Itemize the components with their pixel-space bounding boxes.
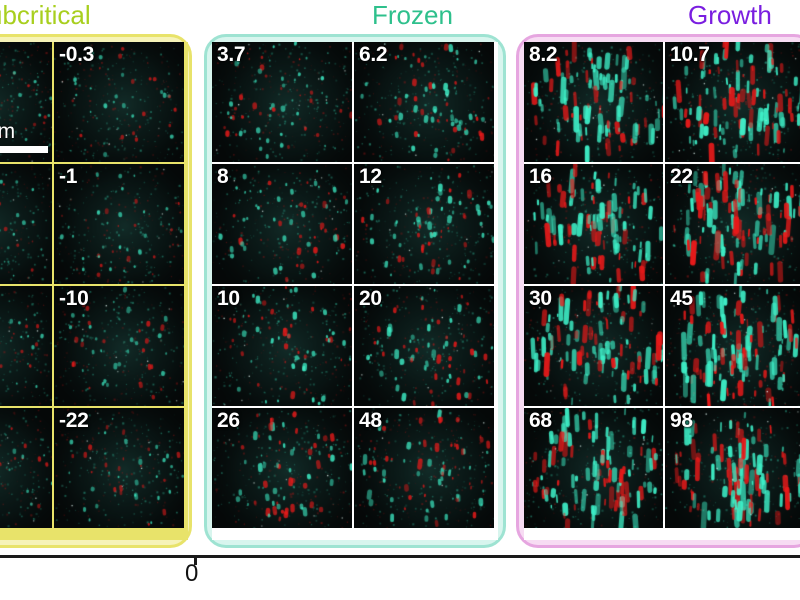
panel-grid-growth: 8.2 10.7 16 22 30 45 68 98	[524, 42, 800, 540]
axis-tick-zero	[194, 556, 197, 565]
micrograph-image	[212, 42, 352, 162]
micrograph-image	[0, 408, 52, 528]
micrograph-image	[354, 42, 494, 162]
micrograph-panel: -1	[54, 164, 184, 284]
micrograph-panel	[0, 164, 52, 284]
micrograph-panel: 12	[354, 164, 494, 284]
micrograph-panel: 8.2	[524, 42, 663, 162]
micrograph-panel: 3.7	[212, 42, 352, 162]
micrograph-panel: 45	[665, 286, 800, 406]
micrograph-panel: 6.2	[354, 42, 494, 162]
micrograph-panel: 30	[524, 286, 663, 406]
micrograph-image	[0, 164, 52, 284]
micrograph-panel: 8	[212, 164, 352, 284]
micrograph-image	[54, 164, 184, 284]
micrograph-panel: 26	[212, 408, 352, 528]
micrograph-panel: -22	[54, 408, 184, 528]
micrograph-panel: 68	[524, 408, 663, 528]
micrograph-panel: 98	[665, 408, 800, 528]
micrograph-panel: -0.3	[54, 42, 184, 162]
axis-caption	[215, 594, 635, 600]
time-axis-line	[0, 555, 800, 558]
micrograph-image	[54, 42, 184, 162]
micrograph-image	[212, 408, 352, 528]
micrograph-image	[524, 42, 663, 162]
micrograph-image	[665, 42, 800, 162]
micrograph-image	[665, 164, 800, 284]
micrograph-panel	[0, 408, 52, 528]
micrograph-image	[354, 286, 494, 406]
micrograph-image	[524, 164, 663, 284]
micrograph-panel: 16	[524, 164, 663, 284]
micrograph-panel	[0, 286, 52, 406]
panel-grid-frozen: 3.7 6.2 8 12 10 20 26 48	[212, 42, 498, 540]
group-label-growth: Growth	[688, 0, 772, 30]
micrograph-image	[524, 408, 663, 528]
micrograph-panel: 20	[354, 286, 494, 406]
micrograph-image	[212, 286, 352, 406]
micrograph-panel: 22	[665, 164, 800, 284]
micrograph-image	[54, 286, 184, 406]
micrograph-image	[665, 408, 800, 528]
micrograph-image	[0, 286, 52, 406]
micrograph-image	[54, 408, 184, 528]
panel-grid-subcritical: -0.3 -1 -10 -22	[0, 42, 188, 540]
axis-tick-zero-label: 0	[185, 560, 199, 587]
micrograph-image	[665, 286, 800, 406]
micrograph-image	[354, 164, 494, 284]
micrograph-image	[0, 42, 52, 162]
micrograph-panel: 10.7	[665, 42, 800, 162]
micrograph-image	[524, 286, 663, 406]
micrograph-panel: 10	[212, 286, 352, 406]
micrograph-image	[354, 408, 494, 528]
micrograph-panel	[0, 42, 52, 162]
group-label-subcritical: ubcritical	[0, 0, 91, 30]
micrograph-image	[212, 164, 352, 284]
group-label-frozen: Frozen	[372, 0, 453, 30]
micrograph-panel: -10	[54, 286, 184, 406]
micrograph-panel: 48	[354, 408, 494, 528]
